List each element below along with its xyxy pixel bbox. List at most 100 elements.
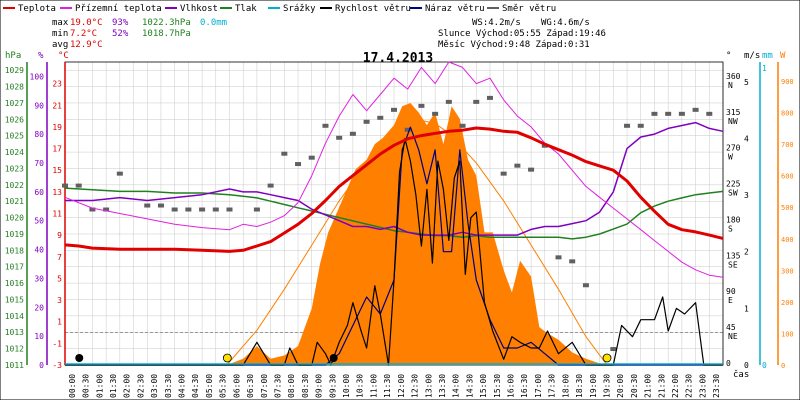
tick-dir-7: 315 [726, 108, 741, 117]
x-tick-label: 11:30 [383, 374, 392, 398]
tick-hpa-16: 1027 [5, 99, 24, 108]
tick-hpa-17: 1028 [5, 83, 24, 92]
tick-dir-name-3: SE [728, 260, 738, 269]
tick-w-4: 400 [781, 236, 794, 244]
x-tick-label: 05:30 [219, 374, 228, 398]
tick-pct-6: 60 [34, 188, 44, 197]
tick-dir-name-2: E [728, 296, 733, 305]
x-tick-label: 07:00 [260, 374, 269, 398]
series-dir-mark [295, 162, 302, 167]
tick-temp-4: 5 [57, 274, 62, 283]
series-dir-mark [500, 171, 507, 176]
series-dir-mark [651, 111, 658, 116]
series-dir-mark [391, 107, 397, 112]
unit-pct: % [38, 51, 44, 61]
x-tick-label: 11:00 [369, 374, 378, 398]
axis-units: hPa % °C ° m/s mm W čas [5, 51, 786, 380]
legend-label-6: Náraz větru [425, 4, 485, 14]
tick-temp-2: 1 [57, 318, 62, 327]
x-tick-label: 09:30 [328, 374, 337, 398]
tick-temp-10: 17 [52, 145, 62, 154]
stat-max-press: 1022.3hPa [142, 18, 191, 28]
tick-mm-1: 1 [762, 64, 767, 73]
unit-time: čas [733, 369, 749, 380]
x-tick-label: 21:00 [644, 374, 653, 398]
tick-hpa-7: 1018 [5, 246, 24, 255]
series-humidity-line [65, 121, 724, 236]
x-tick-label: 08:30 [301, 374, 310, 398]
series-dir-mark [432, 111, 439, 116]
tick-temp-6: 9 [57, 231, 62, 240]
series-dir-mark [281, 151, 288, 156]
series-dir-mark [62, 183, 68, 188]
tick-temp-12: 21 [52, 101, 62, 110]
tick-dir-name-6: W [728, 153, 733, 162]
series-dir-mark [445, 99, 452, 104]
series-dir-mark [404, 127, 411, 132]
tick-pct-2: 20 [34, 303, 44, 312]
legend-label-1: Přízemní teplota [75, 4, 162, 14]
x-tick-label: 13:30 [438, 374, 447, 398]
tick-temp-7: 11 [52, 210, 62, 219]
tick-pct-1: 10 [34, 332, 44, 341]
x-tick-label: 02:30 [136, 374, 145, 398]
series-dir-mark [514, 163, 521, 168]
x-tick-label: 16:30 [520, 374, 529, 398]
tick-dir-8: 360 [726, 72, 741, 81]
x-tick-label: 14:30 [465, 374, 474, 398]
tick-pct-3: 30 [34, 274, 44, 283]
tick-dir-1: 45 [726, 323, 736, 332]
x-tick-label: 22:00 [671, 374, 680, 398]
tick-dir-name-7: NW [728, 117, 738, 126]
tick-ms-4: 4 [744, 134, 749, 143]
tick-hpa-8: 1019 [5, 230, 24, 239]
tick-w-2: 200 [781, 299, 794, 307]
tick-temp-9: 15 [52, 166, 62, 175]
tick-w-6: 600 [781, 173, 794, 181]
tick-hpa-15: 1026 [5, 115, 24, 124]
stat-wg: WG:4.6m/s [541, 18, 590, 28]
series-dir-mark [116, 171, 123, 176]
tick-hpa-11: 1022 [5, 181, 24, 190]
series-solar-area [65, 103, 723, 365]
series-dir-mark [308, 155, 315, 160]
tick-hpa-3: 1014 [5, 312, 24, 321]
unit-deg: ° [726, 51, 731, 61]
stat-min-hum: 52% [112, 29, 129, 39]
x-tick-label: 00:00 [68, 374, 77, 398]
tick-temp-1: -1 [52, 339, 62, 348]
tick-hpa-2: 1013 [5, 328, 24, 337]
moonrise-marker [329, 354, 338, 362]
legend: Teplota Přízemní teplota Vlhkost Tlak Srážky… [3, 4, 556, 14]
series-dir-mark [171, 207, 178, 212]
tick-pct-7: 70 [34, 159, 44, 168]
sunrise-marker [222, 353, 232, 363]
x-tick-label: 03:30 [164, 374, 173, 398]
series-dir-mark [199, 207, 206, 212]
tick-w-0: 0 [781, 362, 785, 370]
series-dir-mark [486, 95, 493, 100]
x-tick-label: 01:30 [109, 374, 118, 398]
tick-w-5: 500 [781, 204, 794, 212]
series-dir-mark [185, 207, 192, 212]
legend-label-7: Směr větru [502, 4, 556, 14]
tick-w-1: 100 [781, 330, 794, 338]
tick-dir-0: 0 [726, 359, 731, 368]
legend-label-4: Srážky [283, 4, 316, 14]
tick-dir-5: 225 [726, 180, 741, 189]
series-dir-mark [322, 123, 329, 128]
legend-label-5: Rychlost větru [335, 4, 411, 14]
tick-dir-6: 270 [726, 144, 741, 153]
legend-label-0: Teplota [18, 4, 56, 14]
x-tick-label: 02:00 [123, 374, 132, 398]
x-tick-label: 04:30 [191, 374, 200, 398]
series-dir-mark [103, 207, 110, 212]
x-tick-label: 12:00 [397, 374, 406, 398]
series-dir-mark [226, 207, 233, 212]
series-dir-mark [610, 347, 617, 352]
series-dir-mark [582, 283, 589, 288]
tick-w-8: 800 [781, 110, 794, 118]
series-dir-mark [624, 123, 631, 128]
stat-sun: Slunce Východ:05:55 Západ:19:46 [438, 29, 606, 39]
unit-hpa: hPa [5, 51, 21, 61]
